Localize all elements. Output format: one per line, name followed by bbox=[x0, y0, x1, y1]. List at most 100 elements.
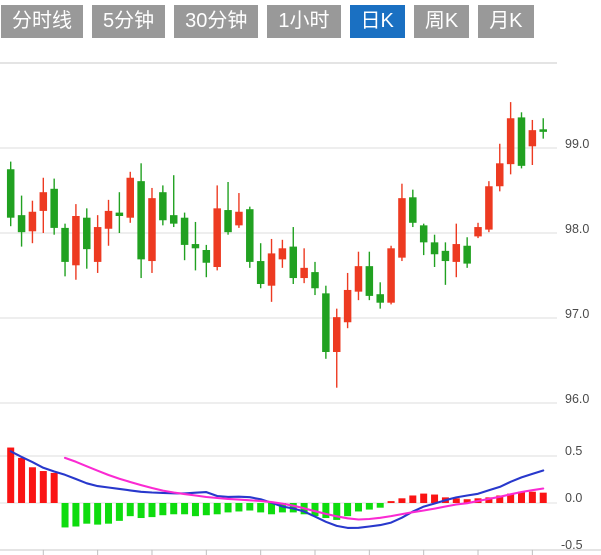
macd-bar bbox=[517, 491, 525, 503]
tab-1hour[interactable]: 1小时 bbox=[267, 5, 341, 38]
macd-bar bbox=[528, 491, 536, 503]
candle-body bbox=[6, 169, 15, 218]
macd-bar bbox=[191, 503, 199, 517]
candle bbox=[83, 208, 91, 269]
macd-bar bbox=[496, 495, 504, 503]
candle-body bbox=[267, 253, 276, 286]
candle-body bbox=[50, 188, 58, 228]
candle bbox=[169, 175, 178, 228]
price-axis-label: 98.0 bbox=[565, 222, 589, 236]
candle-body bbox=[496, 163, 504, 187]
candle bbox=[93, 215, 102, 273]
candle-body bbox=[354, 266, 363, 292]
macd-bar bbox=[431, 494, 439, 503]
macd-bar bbox=[365, 503, 373, 510]
macd-bar bbox=[387, 501, 395, 503]
candle-body bbox=[93, 227, 102, 262]
macd-bar bbox=[137, 503, 145, 519]
price-axis-label: 97.0 bbox=[565, 307, 589, 321]
candle-body bbox=[256, 261, 265, 284]
candle-body bbox=[474, 227, 482, 237]
tab-daily-k[interactable]: 日K bbox=[349, 5, 405, 38]
price-grid: 99.0 98.0 97.0 96.0 bbox=[0, 62, 589, 406]
tab-weekly-k[interactable]: 周K bbox=[413, 5, 470, 38]
macd-bar bbox=[72, 503, 80, 527]
price-axis-label: 96.0 bbox=[565, 392, 589, 406]
macd-histogram bbox=[7, 447, 547, 528]
candle bbox=[61, 223, 69, 277]
candle bbox=[104, 199, 113, 246]
macd-bar bbox=[344, 503, 352, 517]
candle-body bbox=[39, 192, 48, 211]
candle-body bbox=[289, 246, 298, 279]
macd-bar bbox=[235, 503, 243, 512]
candle bbox=[289, 227, 298, 284]
candle bbox=[267, 238, 276, 302]
candle bbox=[485, 181, 493, 233]
candle bbox=[387, 245, 395, 305]
macd-axis-label: 0.5 bbox=[565, 444, 582, 458]
tab-30min[interactable]: 30分钟 bbox=[174, 5, 259, 38]
dif-line bbox=[9, 450, 545, 529]
macd-bar bbox=[39, 471, 47, 503]
macd-bar bbox=[398, 498, 406, 503]
candle bbox=[311, 261, 319, 296]
macd-axis-label: -0.5 bbox=[561, 538, 583, 552]
candle-body bbox=[180, 217, 189, 245]
macd-bar bbox=[409, 495, 417, 503]
macd-bar bbox=[463, 499, 471, 503]
macd-bar bbox=[83, 503, 91, 524]
candle-body bbox=[311, 272, 319, 289]
macd-bar bbox=[354, 503, 362, 512]
tab-timeline[interactable]: 分时线 bbox=[1, 5, 83, 38]
candle-body bbox=[409, 197, 417, 223]
macd-bar bbox=[539, 492, 547, 503]
candle bbox=[17, 195, 26, 247]
macd-bar bbox=[322, 503, 330, 519]
candle-body bbox=[17, 215, 26, 233]
candle bbox=[115, 192, 124, 233]
tab-5min[interactable]: 5分钟 bbox=[92, 5, 166, 38]
candle bbox=[376, 282, 384, 309]
candle bbox=[180, 212, 189, 261]
candle bbox=[441, 242, 450, 285]
candle-body bbox=[224, 210, 232, 233]
candle-body bbox=[300, 267, 308, 279]
candle-body bbox=[506, 118, 515, 165]
candles bbox=[6, 102, 547, 388]
candle bbox=[506, 102, 515, 175]
candle bbox=[213, 185, 221, 271]
candle bbox=[148, 187, 156, 273]
candle-body bbox=[485, 186, 493, 230]
candle bbox=[496, 143, 504, 192]
candle-body bbox=[463, 245, 471, 264]
price-axis-label: 99.0 bbox=[565, 137, 589, 151]
macd-bar bbox=[311, 503, 319, 517]
candle bbox=[159, 185, 167, 226]
candle-body bbox=[159, 192, 167, 221]
candle-body bbox=[278, 248, 287, 260]
candle-body bbox=[235, 211, 243, 226]
macd-bar bbox=[420, 493, 428, 503]
candle-body bbox=[441, 250, 450, 262]
macd-bar bbox=[452, 498, 460, 503]
candle bbox=[191, 221, 200, 271]
candle bbox=[528, 119, 537, 165]
candle bbox=[224, 182, 232, 235]
candle-body bbox=[387, 248, 395, 303]
macd-bar bbox=[61, 503, 69, 528]
macd-bar bbox=[257, 503, 265, 513]
candle bbox=[517, 112, 526, 169]
candle-body bbox=[137, 181, 145, 260]
candle bbox=[235, 193, 243, 228]
candle bbox=[256, 243, 265, 289]
candle-body bbox=[430, 242, 439, 255]
candle-body bbox=[376, 294, 384, 303]
candle-body bbox=[213, 208, 221, 267]
candle bbox=[202, 244, 211, 278]
macd-bar bbox=[115, 503, 123, 521]
candle-body bbox=[398, 198, 406, 258]
tab-monthly-k[interactable]: 月K bbox=[478, 5, 534, 38]
candle-body bbox=[83, 217, 91, 250]
